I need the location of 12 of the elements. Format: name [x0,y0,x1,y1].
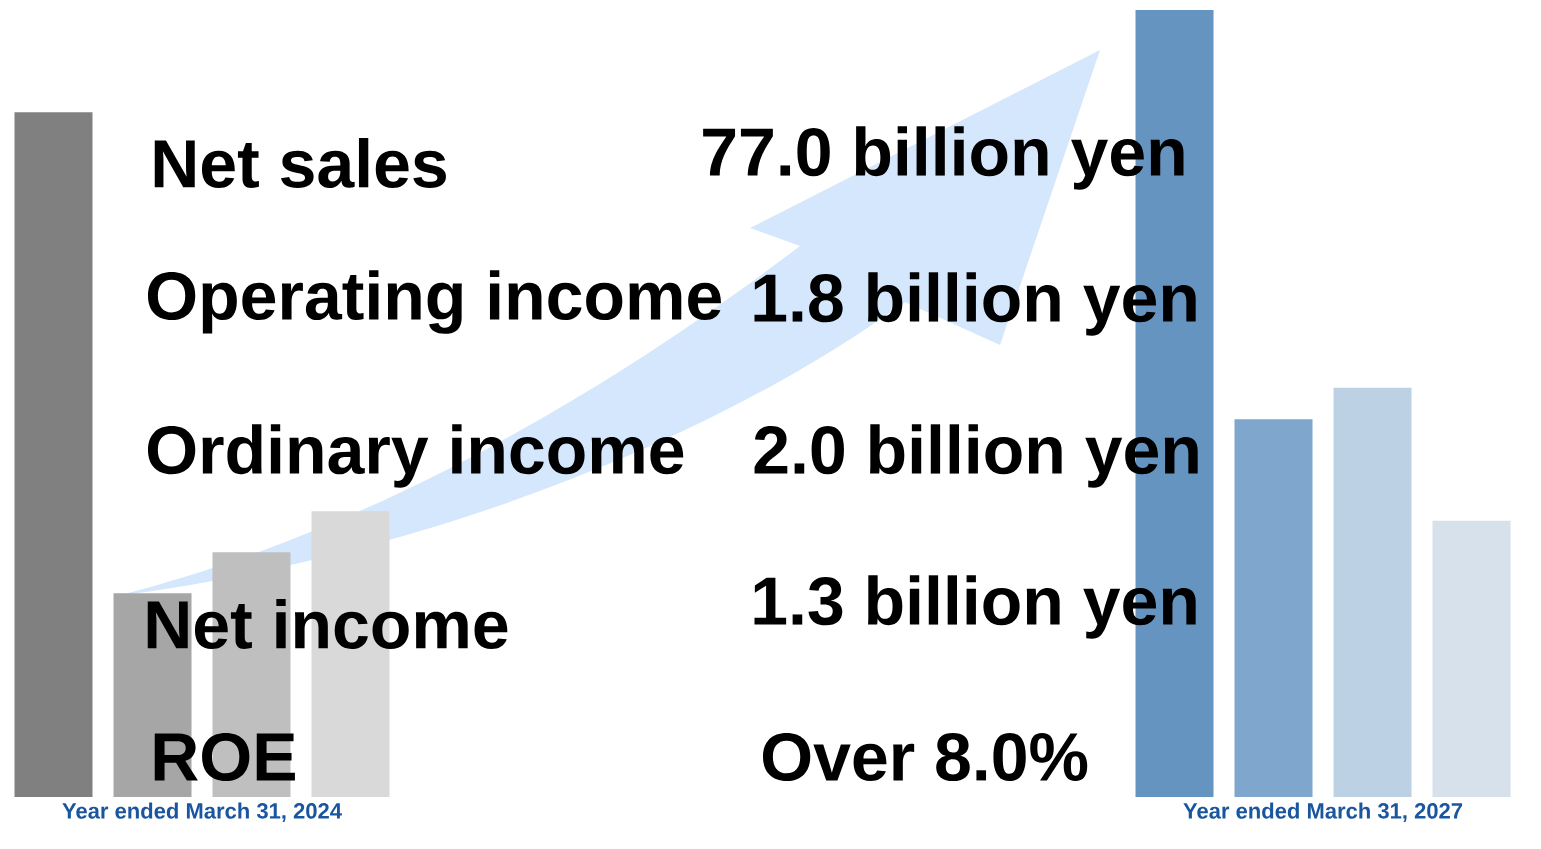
bar [1234,419,1313,797]
bar [1432,520,1511,797]
annotation: Net sales [154,138,446,188]
x-tick-label: Year ended March 31, 2024 [62,802,342,822]
annotation: Over 8.0% [763,732,1088,782]
annotation: ROE [154,732,295,782]
annotation: Net income [147,599,508,649]
bar [1333,387,1412,797]
bar [14,112,93,797]
annotation: Ordinary income [148,424,684,488]
x-tick-label: Year ended March 31, 2027 [1183,802,1463,822]
annotation: Operating income [148,270,721,334]
